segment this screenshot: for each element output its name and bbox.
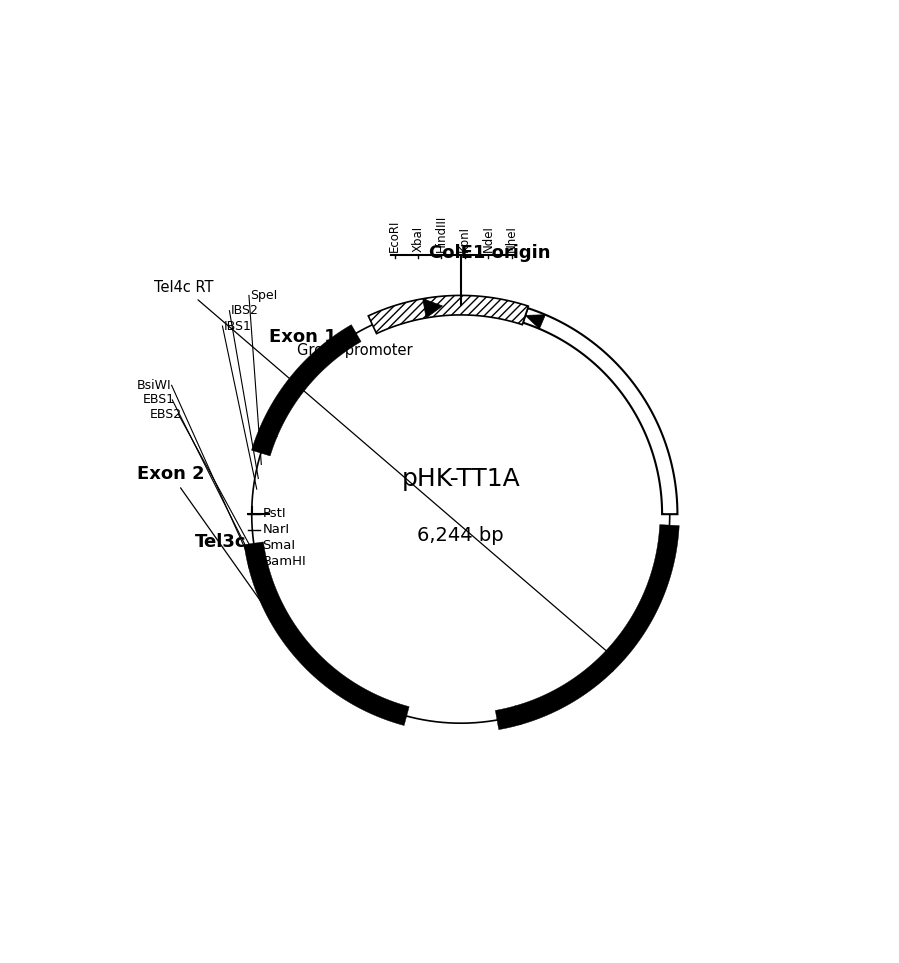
Polygon shape — [423, 299, 442, 318]
Text: Tel3c: Tel3c — [194, 534, 246, 551]
Polygon shape — [497, 706, 521, 724]
Text: EcoRI: EcoRI — [388, 220, 401, 252]
Polygon shape — [523, 308, 678, 514]
Text: KpnI: KpnI — [458, 226, 471, 252]
Text: PstI: PstI — [263, 508, 286, 520]
Text: GroEL promoter: GroEL promoter — [297, 343, 413, 358]
Text: EBS2: EBS2 — [149, 408, 182, 421]
Polygon shape — [525, 315, 546, 328]
Text: EBS1: EBS1 — [143, 394, 175, 406]
Polygon shape — [369, 296, 529, 333]
Text: Exon 1: Exon 1 — [269, 327, 337, 346]
Text: XbaI: XbaI — [412, 226, 424, 252]
Text: cat: cat — [590, 659, 616, 676]
Text: NheI: NheI — [505, 225, 518, 252]
Polygon shape — [259, 429, 277, 453]
Text: BamHI: BamHI — [263, 556, 306, 568]
Polygon shape — [248, 543, 267, 567]
Text: ColE1 origin: ColE1 origin — [430, 244, 551, 262]
Text: NdeI: NdeI — [482, 225, 494, 252]
Text: HindIII: HindIII — [435, 215, 448, 252]
Text: pHK-TT1A: pHK-TT1A — [401, 467, 521, 491]
Text: 6,244 bp: 6,244 bp — [417, 526, 504, 545]
Polygon shape — [245, 542, 409, 725]
Polygon shape — [386, 297, 443, 326]
Text: BsiWI: BsiWI — [137, 378, 172, 392]
Text: IBS2: IBS2 — [231, 304, 259, 317]
Text: Exon 2: Exon 2 — [137, 465, 304, 662]
Text: SpeI: SpeI — [250, 289, 278, 302]
Text: Tel4c RT: Tel4c RT — [155, 280, 617, 660]
Text: SmaI: SmaI — [263, 539, 296, 553]
Text: IBS1: IBS1 — [224, 320, 252, 332]
Polygon shape — [252, 325, 361, 455]
Polygon shape — [495, 525, 680, 730]
Text: NarI: NarI — [263, 523, 289, 536]
